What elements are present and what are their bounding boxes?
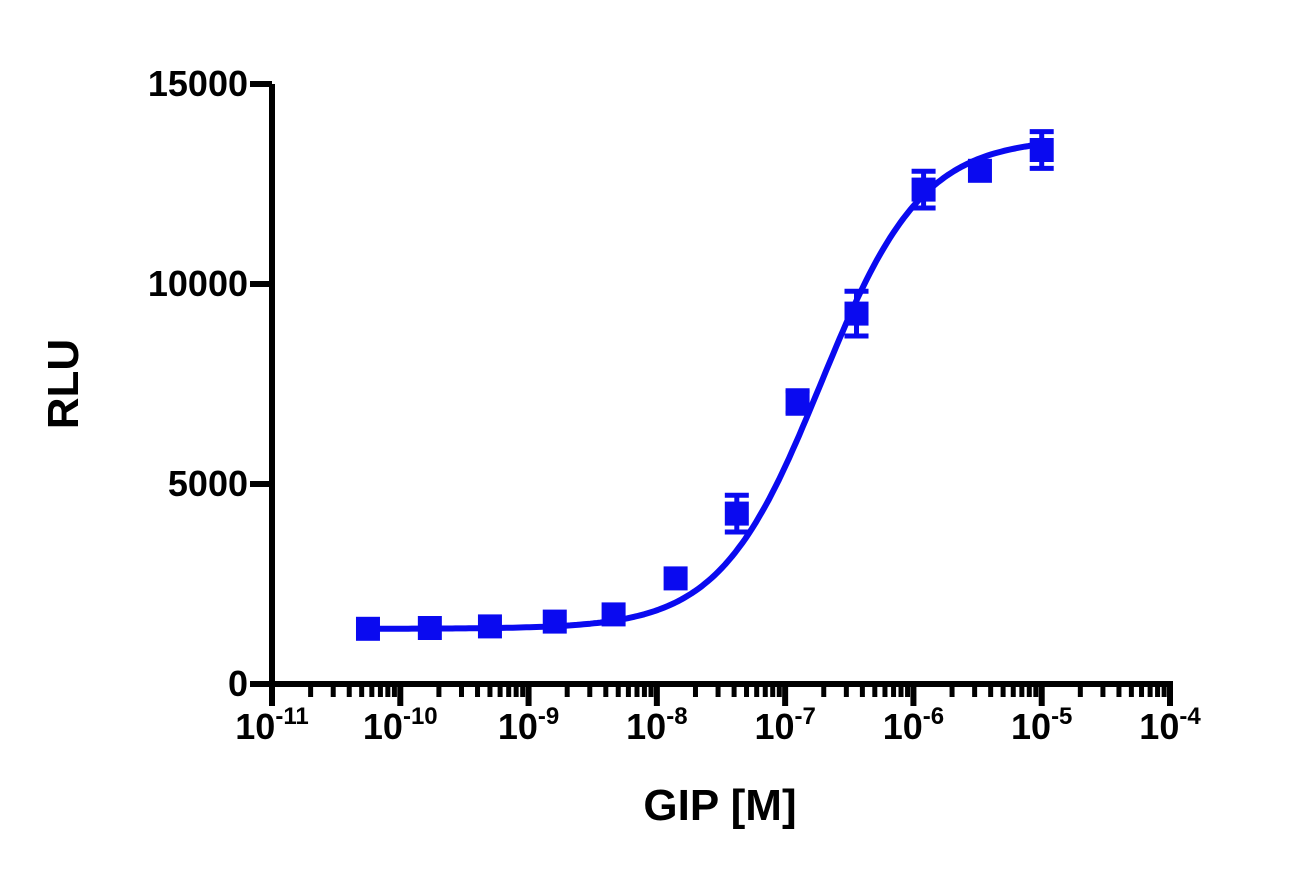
- x-tick-label: 10-10: [363, 703, 438, 747]
- data-point: [663, 566, 688, 591]
- y-tick-label: 10000: [148, 263, 248, 304]
- x-tick-label: 10-8: [626, 703, 687, 747]
- data-point: [477, 614, 502, 639]
- x-tick-label: 10-5: [1011, 703, 1072, 747]
- data-point: [355, 616, 380, 641]
- y-axis-label: RLU: [39, 339, 88, 429]
- x-tick-label: 10-4: [1139, 703, 1201, 747]
- data-point: [417, 616, 442, 640]
- data-point: [967, 158, 992, 183]
- data-points: [355, 129, 1054, 641]
- fit-curve-group: [368, 141, 1043, 632]
- data-point: [844, 301, 869, 326]
- x-axis-label: GIP [M]: [643, 781, 796, 830]
- data-point: [785, 390, 810, 414]
- x-tick-label: 10-7: [754, 703, 815, 747]
- y-tick-label: 5000: [168, 463, 248, 504]
- y-tick-label: 15000: [148, 63, 248, 104]
- data-point: [542, 609, 567, 634]
- fit-curve: [368, 141, 1043, 632]
- axes: 0 5000 10000 15000 10-11 10-10 10-9 10-8 10-7 10-…: [148, 63, 1201, 747]
- data-point: [911, 177, 936, 202]
- data-point: [724, 501, 749, 526]
- x-tick-label: 10-11: [235, 703, 308, 747]
- data-point: [1029, 138, 1054, 162]
- y-tick-label: 0: [228, 663, 248, 704]
- x-tick-label: 10-9: [498, 703, 559, 747]
- data-point: [601, 602, 626, 627]
- x-tick-label: 10-6: [883, 703, 944, 747]
